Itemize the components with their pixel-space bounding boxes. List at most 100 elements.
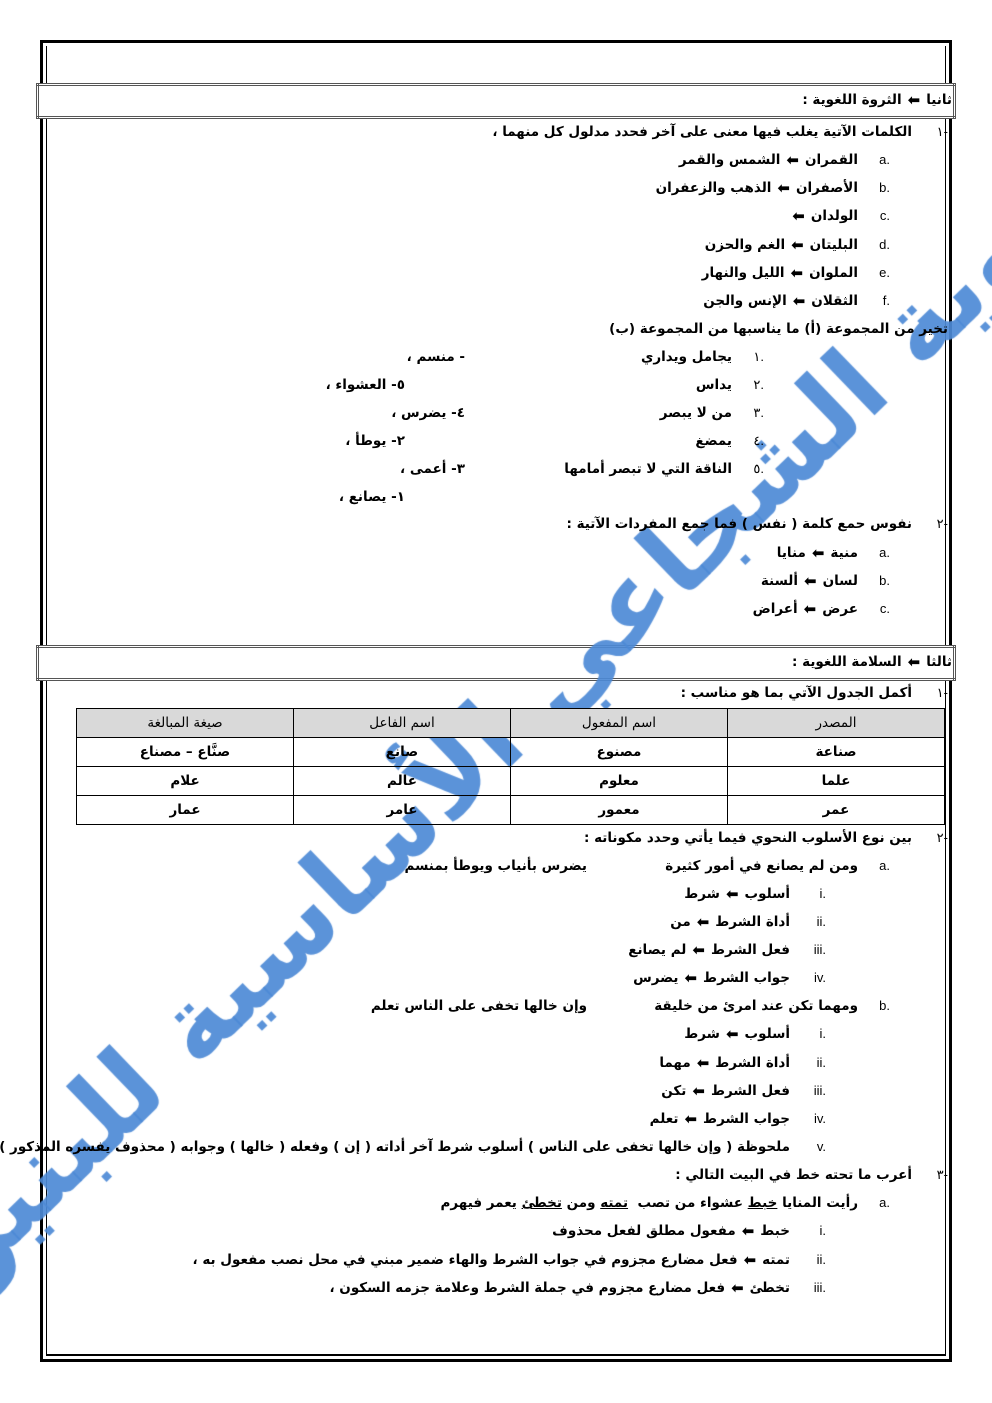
col-header: اسم المفعول bbox=[510, 708, 728, 738]
arrow-left-icon: ⬅ bbox=[791, 235, 804, 254]
table-cell: مصنوع bbox=[510, 737, 728, 767]
group-a-item: ٤. يمضغ bbox=[695, 431, 764, 451]
list-item: e. الملوان ⬅ الليل والنهار bbox=[702, 263, 890, 283]
verse-item: b. ومهما تكن عند امرئ من خليقة bbox=[654, 996, 890, 1016]
list-item: b. الأصفران ⬅ الذهب والزعفران bbox=[656, 178, 890, 198]
text: فعل مضارع مجزوم في جملة الشرط وعلامة جزم… bbox=[329, 1280, 726, 1296]
text: نفوس حمع كلمة ( نفس ) فما جمع المفردات ا… bbox=[566, 516, 912, 532]
list-item: d. البليتان ⬅ الغم والحزن bbox=[705, 235, 890, 255]
text: ثالثا bbox=[926, 654, 952, 670]
item-marker: i. bbox=[819, 1223, 827, 1238]
text: رأيت المنايا bbox=[777, 1195, 858, 1211]
text: الليل والنهار bbox=[701, 265, 785, 281]
sub-item: ii. أداة الشرط ⬅ مهما bbox=[659, 1053, 826, 1073]
arrow-left-icon: ⬅ bbox=[692, 940, 705, 959]
underlined-word: خبط bbox=[747, 1195, 778, 1211]
completion-table: المصدر اسم المفعول اسم الفاعل صيغة المبا… bbox=[76, 708, 945, 825]
item-marker: a. bbox=[879, 1195, 890, 1210]
item-marker: iv. bbox=[813, 1111, 826, 1126]
list-item: c. عرض ⬅ أعراض bbox=[753, 599, 890, 619]
text: تمته bbox=[762, 1252, 790, 1268]
group-b-text: - منسم ، bbox=[406, 349, 465, 365]
item-marker: b. bbox=[879, 573, 890, 588]
sub-item: iii. تخطئ ⬅ فعل مضارع مجزوم في جملة الشرط و… bbox=[329, 1278, 826, 1298]
item-marker: a. bbox=[879, 858, 890, 873]
text: القمران bbox=[804, 152, 858, 168]
text: لسان bbox=[822, 573, 858, 589]
text: منية bbox=[830, 545, 858, 561]
text: تخير من المجموعة (أ) ما يناسبها من المجم… bbox=[609, 321, 948, 337]
text: أداة الشرط bbox=[715, 1055, 790, 1071]
text: عرض bbox=[822, 601, 858, 617]
sub-item: i. خبط ⬅ مفعول مطلق لفعل محذوف bbox=[552, 1221, 826, 1241]
question-2: ٢- بين نوع الأسلوب النحوي فيما يأتي وحدد … bbox=[584, 828, 948, 848]
verse-item: a. رأيت المنايا خبط عشواء من تصب تمته ومن… bbox=[440, 1193, 890, 1213]
group-b-text: ٣- أعمى ، bbox=[400, 461, 465, 477]
table-cell: علام bbox=[76, 766, 294, 796]
list-item: f. الثقلان ⬅ الإنس والجن bbox=[703, 291, 890, 311]
sub-item: iv. جواب الشرط ⬅ يضرس bbox=[633, 968, 826, 988]
item-marker: ٤. bbox=[753, 433, 764, 448]
question-2: ٢- نفوس حمع كلمة ( نفس ) فما جمع المفردات… bbox=[567, 514, 948, 534]
text: بين نوع الأسلوب النحوي فيما يأتي وحدد مك… bbox=[583, 830, 912, 846]
arrow-left-icon: ⬅ bbox=[803, 599, 817, 618]
col-header: صيغة المبالغة bbox=[76, 708, 294, 738]
item-marker: ii. bbox=[816, 1055, 826, 1070]
col-header: اسم الفاعل bbox=[293, 708, 511, 738]
table-header-row: المصدر اسم المفعول اسم الفاعل صيغة المبا… bbox=[76, 708, 945, 738]
text: من bbox=[670, 914, 691, 930]
question-1: ١- أكمل الجدول الآتي بما هو مناسب : bbox=[681, 683, 948, 703]
text: ملحوظة ( وإن خالها تخفى على الناس ) أسلو… bbox=[0, 1139, 790, 1155]
sub-item: ii. أداة الشرط ⬅ من bbox=[670, 912, 826, 932]
item-marker: a. bbox=[879, 152, 890, 167]
text: الولدان bbox=[810, 208, 858, 224]
text: فعل الشرط bbox=[710, 1083, 790, 1099]
item-marker: ١. bbox=[753, 349, 764, 364]
table-cell: معلوم bbox=[510, 766, 728, 796]
item-marker: c. bbox=[879, 208, 890, 223]
table-row: عمر معمور عامر عمار bbox=[76, 795, 945, 825]
text: لم يصانع bbox=[628, 942, 687, 958]
arrow-left-icon: ⬅ bbox=[811, 543, 825, 562]
table-cell: صناعة bbox=[727, 737, 945, 767]
question-1: ١- الكلمات الآتية يغلب فيها معنى على آخر … bbox=[492, 122, 948, 142]
text: الثقلان bbox=[811, 293, 858, 309]
table-cell: عالم bbox=[293, 766, 511, 796]
item-marker: iii. bbox=[813, 1083, 826, 1098]
item-marker: ٣. bbox=[753, 405, 764, 420]
text: الإنس والجن bbox=[703, 293, 787, 309]
text: مهما bbox=[659, 1055, 691, 1071]
text: الغم والحزن bbox=[704, 237, 786, 253]
arrow-left-icon: ⬅ bbox=[725, 884, 739, 903]
text: تعلم bbox=[649, 1111, 679, 1127]
item-marker: ١- bbox=[936, 124, 948, 139]
item-marker: ١- bbox=[936, 685, 948, 700]
table-cell: عمار bbox=[76, 795, 294, 825]
arrow-left-icon: ⬅ bbox=[684, 1109, 698, 1128]
group-a-item: ١. يجامل ويداري bbox=[641, 347, 764, 367]
text: الثروة اللغوية : bbox=[802, 92, 902, 108]
item-marker: iii. bbox=[813, 1280, 826, 1295]
sub-item: ii. تمته ⬅ فعل مضارع مجزوم في جواب الشرط وا… bbox=[192, 1250, 826, 1270]
text: ثانيا bbox=[926, 92, 952, 108]
text: السلامة اللغوية : bbox=[792, 654, 902, 670]
matching-instruction: تخير من المجموعة (أ) ما يناسبها من المجم… bbox=[609, 319, 948, 339]
group-b-item: ٥- العشواء ، bbox=[326, 375, 405, 395]
arrow-left-icon: ⬅ bbox=[804, 571, 817, 590]
item-marker: ii. bbox=[816, 914, 826, 929]
item-marker: ٢. bbox=[753, 377, 764, 392]
table-cell: علما bbox=[727, 766, 945, 796]
arrow-left-icon: ⬅ bbox=[731, 1278, 744, 1297]
arrow-left-icon: ⬅ bbox=[743, 1250, 757, 1269]
arrow-left-icon: ⬅ bbox=[725, 1024, 739, 1043]
list-item: b. لسان ⬅ ألسنة bbox=[761, 571, 890, 591]
arrow-left-icon: ⬅ bbox=[696, 912, 710, 931]
text: خبط bbox=[760, 1223, 790, 1239]
verse-second-half: وإن خالها تخفى على الناس تعلم bbox=[371, 996, 587, 1016]
item-marker: ٥. bbox=[753, 461, 764, 476]
arrow-left-icon: ⬅ bbox=[684, 968, 698, 987]
table-cell: معمور bbox=[510, 795, 728, 825]
item-marker: ٢- bbox=[936, 516, 948, 531]
table-cell: عمر bbox=[727, 795, 945, 825]
arrow-left-icon: ⬅ bbox=[907, 90, 921, 109]
